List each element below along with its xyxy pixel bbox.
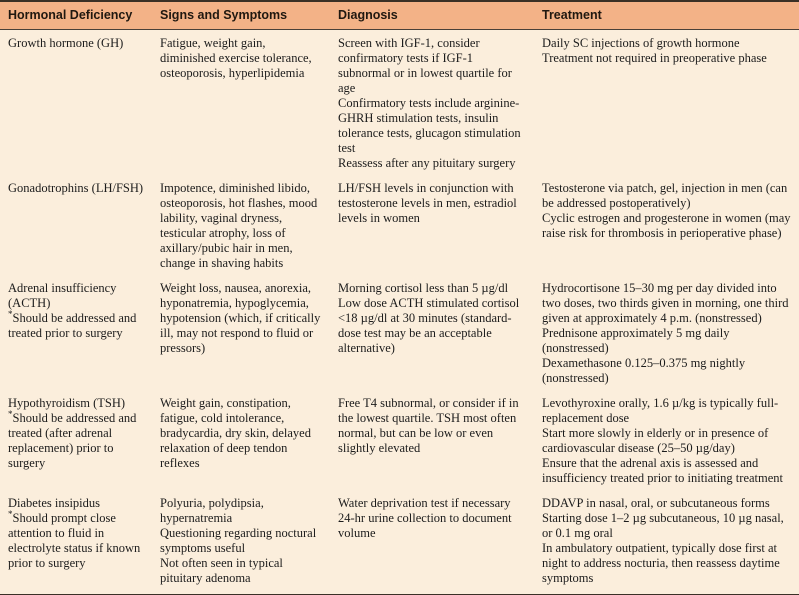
- diagnosis-text: Confirmatory tests include arginine-GHRH…: [338, 96, 521, 155]
- deficiency-cell: Diabetes insipidus *Should prompt close a…: [0, 494, 152, 594]
- treatment-cell: Levothyroxine orally, 1.6 µ/kg is typica…: [534, 394, 799, 494]
- deficiency-name: Hypothyroidism (TSH): [8, 396, 126, 410]
- treatment-text: Dexamethasone 0.125–0.375 mg nightly (no…: [542, 356, 746, 385]
- table-header: Hormonal Deficiency Signs and Symptoms D…: [0, 2, 799, 30]
- deficiency-note: Should prompt close attention to fluid i…: [8, 511, 141, 570]
- signs-text: Not often seen in typical pituitary aden…: [160, 556, 283, 585]
- treatment-text: Prednisone approximately 5 mg daily (non…: [542, 326, 730, 355]
- treatment-text: Daily SC injections of growth hormone: [542, 36, 740, 50]
- signs-cell: Weight gain, constipation, fatigue, cold…: [152, 394, 330, 494]
- signs-text: Weight gain, constipation, fatigue, cold…: [160, 396, 311, 470]
- treatment-text: Levothyroxine orally, 1.6 µ/kg is typica…: [542, 396, 779, 425]
- treatment-text: Starting dose 1–2 µg subcutaneous, 10 µg…: [542, 511, 784, 540]
- deficiency-name: Growth hormone (GH): [8, 36, 124, 50]
- diagnosis-cell: Water deprivation test if necessary 24-hr…: [330, 494, 534, 594]
- diagnosis-cell: Free T4 subnormal, or consider if in the…: [330, 394, 534, 494]
- deficiency-note-line: *Should be addressed and treated (after …: [8, 408, 146, 471]
- deficiency-cell: Adrenal insufficiency (ACTH) *Should be a…: [0, 279, 152, 394]
- signs-cell: Impotence, diminished libido, osteoporos…: [152, 179, 330, 279]
- diagnosis-text: Reassess after any pituitary surgery: [338, 156, 516, 170]
- diagnosis-cell: Screen with IGF-1, consider confirmatory…: [330, 30, 534, 180]
- deficiency-note-line: *Should be addressed and treated prior t…: [8, 308, 146, 341]
- treatment-text: Start more slowly in elderly or in prese…: [542, 426, 769, 455]
- deficiency-name: Diabetes insipidus: [8, 496, 101, 510]
- signs-text: Questioning regarding noctural symptoms …: [160, 526, 317, 555]
- table-row: Adrenal insufficiency (ACTH) *Should be a…: [0, 279, 799, 394]
- diagnosis-text: 24-hr urine collection to document volum…: [338, 511, 512, 540]
- signs-text: Polyuria, polydipsia, hypernatremia: [160, 496, 264, 525]
- treatment-text: Testosterone via patch, gel, injection i…: [542, 181, 788, 210]
- treatment-text: Ensure that the adrenal axis is assessed…: [542, 456, 784, 485]
- footnote-marker: *: [8, 508, 13, 519]
- signs-cell: Fatigue, weight gain, diminished exercis…: [152, 30, 330, 180]
- treatment-text: Cyclic estrogen and progesterone in wome…: [542, 211, 791, 240]
- footnote-marker: *: [8, 408, 13, 419]
- diagnosis-text: Free T4 subnormal, or consider if in the…: [338, 396, 519, 455]
- deficiency-note: Should be addressed and treated prior to…: [8, 311, 137, 340]
- signs-cell: Polyuria, polydipsia, hypernatremia Quest…: [152, 494, 330, 594]
- diagnosis-text: Morning cortisol less than 5 µg/dl: [338, 281, 509, 295]
- treatment-cell: Testosterone via patch, gel, injection i…: [534, 179, 799, 279]
- diagnosis-text: Screen with IGF-1, consider confirmatory…: [338, 36, 512, 95]
- footnote-marker: *: [8, 308, 13, 319]
- diagnosis-text: LH/FSH levels in conjunction with testos…: [338, 181, 517, 225]
- deficiency-note-line: *Should prompt close attention to fluid …: [8, 508, 146, 571]
- column-header-signs-and-symptoms: Signs and Symptoms: [152, 2, 330, 30]
- deficiency-name: Gonadotrophins (LH/FSH): [8, 181, 144, 195]
- table-row: Hypothyroidism (TSH) *Should be addressed…: [0, 394, 799, 494]
- deficiency-name: Adrenal insufficiency (ACTH): [8, 281, 117, 310]
- treatment-text: Treatment not required in preoperative p…: [542, 51, 767, 65]
- diagnosis-cell: LH/FSH levels in conjunction with testos…: [330, 179, 534, 279]
- table-body: Growth hormone (GH) Fatigue, weight gain,…: [0, 30, 799, 595]
- table-row: Growth hormone (GH) Fatigue, weight gain,…: [0, 30, 799, 180]
- treatment-cell: Daily SC injections of growth hormone Tre…: [534, 30, 799, 180]
- diagnosis-text: Low dose ACTH stimulated cortisol <18 µg…: [338, 296, 520, 355]
- deficiency-cell: Gonadotrophins (LH/FSH): [0, 179, 152, 279]
- column-header-diagnosis: Diagnosis: [330, 2, 534, 30]
- treatment-cell: DDAVP in nasal, oral, or subcutaneous fo…: [534, 494, 799, 594]
- signs-text: Weight loss, nausea, anorexia, hyponatre…: [160, 281, 321, 355]
- diagnosis-cell: Morning cortisol less than 5 µg/dl Low do…: [330, 279, 534, 394]
- treatment-text: In ambulatory outpatient, typically dose…: [542, 541, 780, 585]
- signs-text: Impotence, diminished libido, osteoporos…: [160, 181, 318, 270]
- column-header-treatment: Treatment: [534, 2, 799, 30]
- deficiency-cell: Hypothyroidism (TSH) *Should be addressed…: [0, 394, 152, 494]
- deficiency-note: Should be addressed and treated (after a…: [8, 411, 137, 470]
- treatment-cell: Hydrocortisone 15–30 mg per day divided …: [534, 279, 799, 394]
- treatment-text: DDAVP in nasal, oral, or subcutaneous fo…: [542, 496, 770, 510]
- signs-cell: Weight loss, nausea, anorexia, hyponatre…: [152, 279, 330, 394]
- diagnosis-text: Water deprivation test if necessary: [338, 496, 511, 510]
- deficiency-cell: Growth hormone (GH): [0, 30, 152, 180]
- treatment-text: Hydrocortisone 15–30 mg per day divided …: [542, 281, 789, 325]
- table-row: Gonadotrophins (LH/FSH) Impotence, dimini…: [0, 179, 799, 279]
- signs-text: Fatigue, weight gain, diminished exercis…: [160, 36, 312, 80]
- table-row: Diabetes insipidus *Should prompt close a…: [0, 494, 799, 594]
- column-header-hormonal-deficiency: Hormonal Deficiency: [0, 2, 152, 30]
